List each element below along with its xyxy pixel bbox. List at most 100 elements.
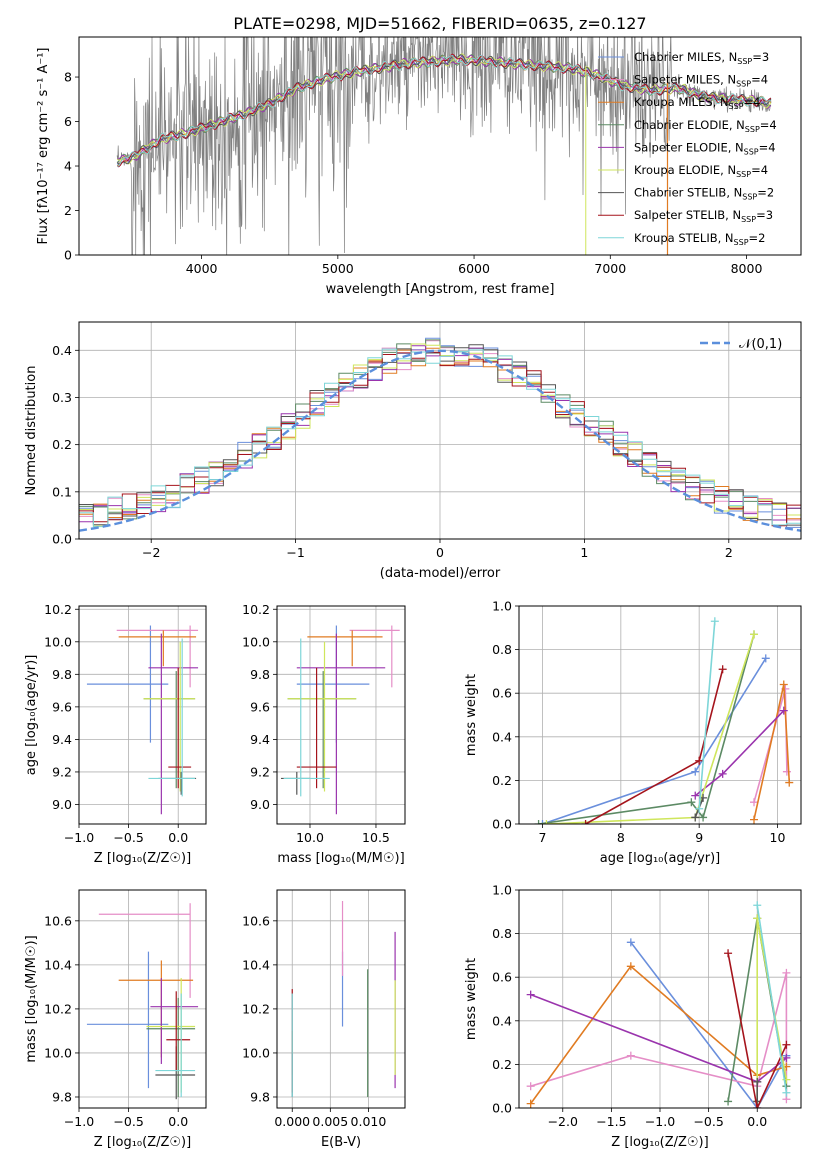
axes-frame	[276, 889, 406, 1109]
weight-series-kroupa-stelib	[753, 901, 791, 1097]
legend-label-kroupa-stelib: Kroupa STELIB, NSSP=2	[634, 231, 765, 247]
x-tick-label: −1.0	[645, 1114, 675, 1129]
legend-label-subscript: SSP	[744, 147, 759, 156]
y-axis-label: Normed distribution	[24, 366, 39, 496]
errorbar-salpeter-stelib	[168, 667, 192, 789]
y-tick-label: 9.0	[250, 797, 270, 812]
panel-mass-vs-Z: −1.0 −0.5 0.0 9.8 10.0 10.2 10.4 10.6 Z [log₁₀(Z…	[24, 889, 207, 1150]
legend-label-text: Salpeter MILES, N	[634, 73, 736, 87]
x-tick-label: −1.5	[596, 1114, 626, 1129]
legend-label-subscript: SSP	[742, 193, 757, 202]
y-tick-label: 4	[64, 159, 72, 174]
y-tick-label: 10.2	[44, 602, 72, 617]
figure-title: PLATE=0298, MJD=51662, FIBERID=0635, z=0…	[233, 14, 646, 33]
legend-label-count: =4	[744, 95, 761, 109]
y-tick-label: 1.0	[492, 883, 512, 898]
legend-label-count: =4	[751, 73, 768, 87]
legend-label-subscript: SSP	[736, 80, 751, 89]
errorbar-kroupa-elodie	[143, 641, 196, 792]
x-tick-label: −1.0	[64, 830, 94, 845]
y-tick-label: 0.2	[492, 773, 512, 788]
x-axis-label: Z [log₁₀(Z/Z☉)]	[611, 1135, 708, 1150]
y-tick-label: 8	[64, 70, 72, 85]
y-tick-label: 9.8	[250, 1089, 270, 1104]
weight-marker	[750, 815, 758, 824]
legend-label-chabrier-miles: Chabrier MILES, NSSP=3	[634, 50, 769, 66]
panel-residuals: −2 −1 0 1 2 0.0 0.1 0.2 0.3 0.4 (data-model)/error…	[24, 321, 802, 581]
y-tick-label: 10.0	[44, 1045, 72, 1060]
y-axis-label: Flux [fλ10⁻¹⁷ erg cm⁻² s⁻¹ A⁻¹]	[36, 48, 51, 245]
x-tick-label: 10.0	[296, 830, 324, 845]
y-tick-label: 10.0	[242, 634, 270, 649]
errorbar-kroupa-stelib	[155, 993, 196, 1097]
legend-label-count: =2	[757, 186, 774, 200]
legend-label-text: Salpeter STELIB, N	[634, 208, 741, 222]
legend-label-salpeter-stelib: Salpeter STELIB, NSSP=3	[634, 208, 773, 224]
weight-marker	[750, 798, 758, 807]
weight-marker	[779, 706, 788, 715]
y-axis-label: mass weight	[464, 958, 479, 1040]
plot-area	[86, 903, 199, 1100]
panel-weight-vs-Z: −2.0 −1.5 −1.0 −0.5 0.0 0.0 0.2 0.4 0.6 0.8 1.0 Z […	[464, 883, 802, 1150]
weight-marker	[779, 680, 788, 689]
x-tick-label: 10.5	[362, 830, 390, 845]
y-axis-label: mass weight	[464, 674, 479, 756]
weight-marker	[626, 962, 635, 971]
x-tick-label: −0.5	[113, 830, 143, 845]
legend-label-text: Chabrier STELIB, N	[634, 186, 742, 200]
x-tick-label: 1	[580, 545, 588, 560]
legend-label-text: Kroupa STELIB, N	[634, 231, 734, 245]
errorbar-salpeter-miles	[98, 903, 191, 998]
errorbar-kroupa-stelib	[283, 638, 330, 797]
y-tick-label: 9.2	[52, 764, 72, 779]
weight-marker	[782, 1040, 791, 1049]
x-tick-label: 7	[539, 830, 547, 845]
weight-series-chabrier-miles	[538, 654, 770, 824]
y-tick-label: 9.8	[250, 667, 270, 682]
weight-marker	[718, 769, 727, 778]
y-tick-label: 9.6	[250, 699, 270, 714]
weight-marker	[626, 938, 635, 947]
weight-marker	[753, 1104, 762, 1108]
errorbar-chabrier-stelib	[158, 771, 197, 795]
y-tick-label: 0.2	[492, 1057, 512, 1072]
errorbar-salpeter-miles	[349, 625, 400, 688]
errorbar-chabrier-miles	[86, 625, 169, 743]
x-axis-label: Z [log₁₀(Z/Z☉)]	[94, 1135, 191, 1150]
y-tick-label: 6	[64, 114, 72, 129]
weight-marker	[695, 804, 704, 813]
y-tick-label: 10.2	[44, 1001, 72, 1016]
y-tick-label: 9.4	[250, 732, 270, 747]
legend-label-salpeter-miles: Salpeter MILES, NSSP=4	[634, 73, 768, 89]
axes-frame	[78, 36, 802, 256]
y-axis-label: age [log₁₀(age/yr)]	[24, 655, 39, 776]
errorbar-chabrier-stelib	[280, 771, 310, 795]
weight-marker	[753, 901, 762, 910]
x-tick-label: 0.0	[747, 1114, 767, 1129]
weight-marker	[782, 968, 791, 977]
plot-area	[86, 625, 199, 815]
panel-age-vs-mass: 10.0 10.5 9.0 9.2 9.4 9.6 9.8 10.0 10.2 mass [log…	[242, 602, 406, 866]
x-tick-label: −2.0	[548, 1114, 578, 1129]
panel-spectrum: 4000 5000 6000 7000 8000 0 2 4 6 8 wavelength [Ang…	[36, 36, 802, 297]
weight-marker	[750, 630, 758, 639]
weight-line	[546, 634, 755, 824]
errorbar-kroupa-stelib	[148, 638, 196, 797]
x-tick-label: −0.5	[113, 1114, 143, 1129]
weight-marker	[526, 1082, 535, 1091]
weight-line	[753, 684, 791, 820]
legend-label-subscript: SSP	[729, 102, 744, 111]
y-tick-label: 10.4	[242, 957, 270, 972]
panel-weight-vs-age: 7 8 9 10 0.0 0.2 0.4 0.6 0.8 1.0 age [log₁₀(age/yr…	[464, 599, 802, 866]
weight-marker	[687, 798, 696, 807]
x-tick-label: 6000	[458, 261, 490, 276]
model-spectrum-salpeter-elodie	[117, 54, 772, 162]
x-tick-label: 8000	[731, 261, 763, 276]
axes-frame	[78, 321, 802, 540]
x-tick-label: 10	[770, 830, 786, 845]
errorbar-salpeter-elodie	[148, 633, 199, 815]
plot-area	[534, 617, 794, 824]
errorbar-kroupa-miles	[118, 630, 197, 667]
weight-marker	[534, 820, 543, 824]
x-tick-label: 0.000	[274, 1114, 310, 1129]
